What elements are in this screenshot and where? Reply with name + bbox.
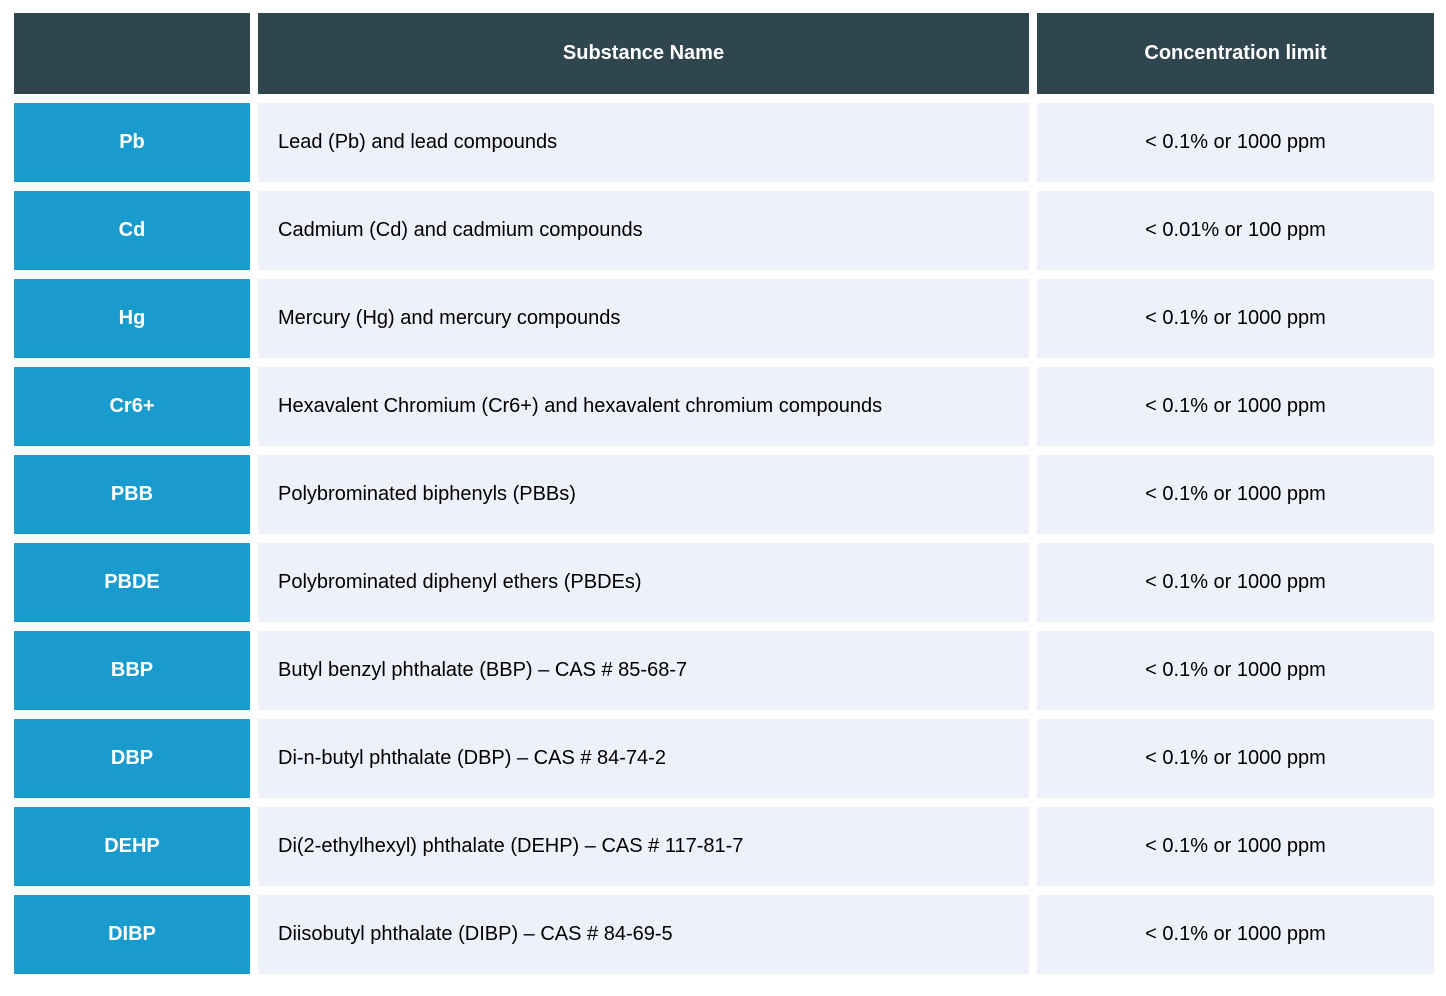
substance-abbr-cell: PBDE xyxy=(14,543,250,622)
substance-abbr-cell: Cr6+ xyxy=(14,367,250,446)
concentration-limit-cell: < 0.1% or 1000 ppm xyxy=(1037,543,1434,622)
concentration-limit-cell: < 0.1% or 1000 ppm xyxy=(1037,455,1434,534)
substances-table: Substance Name Concentration limit Pb Le… xyxy=(14,13,1434,974)
substance-abbr-cell: PBB xyxy=(14,455,250,534)
substance-name-cell: Polybrominated diphenyl ethers (PBDEs) xyxy=(258,543,1029,622)
concentration-limit-cell: < 0.01% or 100 ppm xyxy=(1037,191,1434,270)
substance-name-cell: Mercury (Hg) and mercury compounds xyxy=(258,279,1029,358)
concentration-limit-cell: < 0.1% or 1000 ppm xyxy=(1037,103,1434,182)
concentration-limit-cell: < 0.1% or 1000 ppm xyxy=(1037,895,1434,974)
substance-name-cell: Diisobutyl phthalate (DIBP) – CAS # 84-6… xyxy=(258,895,1029,974)
substance-abbr-cell: DEHP xyxy=(14,807,250,886)
substance-name-cell: Hexavalent Chromium (Cr6+) and hexavalen… xyxy=(258,367,1029,446)
substance-abbr-cell: DBP xyxy=(14,719,250,798)
substance-abbr-cell: Hg xyxy=(14,279,250,358)
substance-name-cell: Butyl benzyl phthalate (BBP) – CAS # 85-… xyxy=(258,631,1029,710)
substance-abbr-cell: Pb xyxy=(14,103,250,182)
concentration-limit-cell: < 0.1% or 1000 ppm xyxy=(1037,807,1434,886)
substance-name-cell: Di(2-ethylhexyl) phthalate (DEHP) – CAS … xyxy=(258,807,1029,886)
substance-abbr-cell: DIBP xyxy=(14,895,250,974)
header-cell-substance-name: Substance Name xyxy=(258,13,1029,94)
concentration-limit-cell: < 0.1% or 1000 ppm xyxy=(1037,279,1434,358)
substance-name-cell: Lead (Pb) and lead compounds xyxy=(258,103,1029,182)
concentration-limit-cell: < 0.1% or 1000 ppm xyxy=(1037,719,1434,798)
substance-name-cell: Cadmium (Cd) and cadmium compounds xyxy=(258,191,1029,270)
concentration-limit-cell: < 0.1% or 1000 ppm xyxy=(1037,631,1434,710)
substance-abbr-cell: Cd xyxy=(14,191,250,270)
header-cell-empty xyxy=(14,13,250,94)
substance-name-cell: Di-n-butyl phthalate (DBP) – CAS # 84-74… xyxy=(258,719,1029,798)
substance-abbr-cell: BBP xyxy=(14,631,250,710)
substance-name-cell: Polybrominated biphenyls (PBBs) xyxy=(258,455,1029,534)
concentration-limit-cell: < 0.1% or 1000 ppm xyxy=(1037,367,1434,446)
header-cell-concentration-limit: Concentration limit xyxy=(1037,13,1434,94)
